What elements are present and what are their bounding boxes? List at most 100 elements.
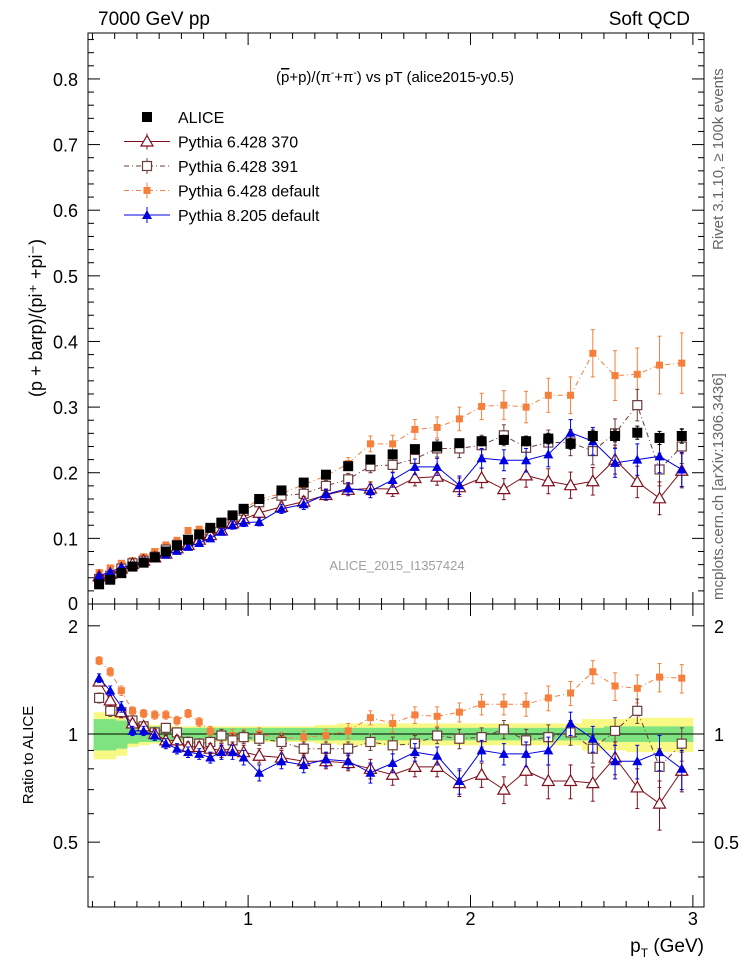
upper-point: [676, 464, 687, 474]
plot-title: (p+p)/(π-+π-) vs pT (alice2015-y0.5): [276, 68, 514, 86]
upper-point: [183, 534, 194, 545]
upper-point: [498, 434, 509, 445]
upper-point: [478, 402, 486, 410]
legend-item: Pythia 6.428 370: [124, 133, 298, 152]
lower-point: [276, 736, 287, 748]
upper-point: [654, 451, 665, 461]
lower-point: [633, 684, 641, 692]
lower-point: [630, 780, 645, 793]
upper-point: [454, 438, 465, 449]
upper-point: [407, 470, 422, 484]
lower-point: [521, 748, 532, 758]
lower-point: [654, 747, 665, 757]
lower-point: [95, 657, 103, 665]
lower-point: [138, 725, 149, 735]
upper-ytick-label: 0.3: [53, 398, 78, 418]
upper-point: [455, 415, 463, 423]
lower-point: [652, 796, 667, 809]
lower-point: [300, 733, 308, 741]
lower-ytick-label-left: 2: [68, 617, 78, 637]
upper-ytick-label: 0.6: [53, 201, 78, 221]
lower-point: [238, 732, 249, 743]
lower-ytick-label-right: 2: [714, 617, 724, 637]
lower-point: [565, 718, 576, 728]
lower-point: [254, 733, 265, 744]
upper-ytick-label: 0.4: [53, 332, 78, 352]
lower-point: [498, 724, 509, 735]
upper-point: [216, 517, 227, 528]
upper-point: [194, 529, 205, 540]
lower-point: [103, 693, 118, 706]
lower-point: [183, 747, 194, 757]
upper-point: [149, 552, 160, 563]
legend-label: Pythia 6.428 default: [178, 184, 320, 201]
upper-point: [632, 454, 643, 464]
plot-title-tail: ) vs pT (alice2015-y0.5): [357, 69, 514, 86]
upper-point: [387, 474, 398, 484]
lower-point: [365, 736, 376, 748]
lower-line: [98, 697, 683, 768]
xtick-label: 1: [243, 909, 253, 929]
legend-marker: [143, 187, 151, 194]
upper-ytick-label: 0.1: [53, 529, 78, 549]
upper-point: [432, 441, 443, 452]
upper-point: [496, 481, 511, 495]
upper-point: [366, 440, 374, 448]
lower-series-pythia-8-205-default: [94, 673, 687, 795]
lower-point: [276, 756, 287, 766]
lower-point: [140, 710, 148, 718]
upper-point: [567, 391, 575, 399]
lower-point: [195, 718, 203, 726]
xtick-label: 2: [465, 909, 475, 929]
ratio-bands: [93, 712, 694, 760]
upper-point: [454, 480, 465, 490]
lower-point: [184, 710, 192, 718]
lower-point: [543, 745, 554, 755]
lower-point: [387, 740, 398, 751]
upper-point: [519, 468, 534, 481]
upper-point: [676, 430, 687, 441]
lower-point: [430, 759, 445, 772]
legend-label: Pythia 8.205 default: [178, 208, 320, 225]
lower-point: [387, 758, 398, 768]
lower-point: [298, 743, 309, 754]
lower-point: [610, 756, 621, 766]
lower-point: [478, 700, 486, 708]
lower-point: [106, 668, 114, 676]
lower-point: [474, 767, 489, 780]
lower-point: [632, 705, 643, 716]
upper-ytick-label: 0.8: [53, 70, 78, 90]
lower-point: [407, 759, 422, 772]
lower-point: [496, 782, 511, 795]
upper-point: [610, 457, 621, 467]
lower-point: [366, 714, 374, 722]
lower-point: [127, 725, 138, 735]
band-green-bin: [104, 719, 117, 751]
upper-point: [343, 461, 354, 472]
upper-point: [498, 455, 509, 465]
legend-item: Pythia 8.205 default: [124, 207, 320, 225]
plot-title-pbar: p: [281, 69, 289, 86]
upper-series-alice: [94, 425, 687, 590]
upper-ytick-label: 0.5: [53, 267, 78, 287]
upper-line: [98, 404, 683, 580]
legend-item: Pythia 6.428 default: [124, 182, 320, 201]
lower-point: [162, 711, 170, 719]
legend: ALICE Pythia 6.428 370 Pythia 6.428 391 Pyt…: [124, 110, 320, 225]
lower-point: [411, 711, 419, 719]
lower-point: [476, 745, 487, 755]
lower-line: [98, 660, 682, 740]
upper-point: [184, 526, 192, 534]
upper-point: [160, 546, 171, 557]
header-left: 7000 GeV pp: [98, 9, 210, 30]
upper-point: [298, 477, 309, 488]
band-green-bin: [93, 719, 106, 751]
mcplots-label: mcplots.cern.ch [arXiv:1306.3436]: [710, 373, 727, 600]
upper-point: [227, 520, 238, 530]
upper-point: [276, 485, 287, 496]
upper-point: [238, 517, 249, 527]
legend-label: Pythia 6.428 370: [178, 135, 298, 152]
upper-line: [99, 458, 683, 577]
upper-point: [541, 474, 556, 487]
